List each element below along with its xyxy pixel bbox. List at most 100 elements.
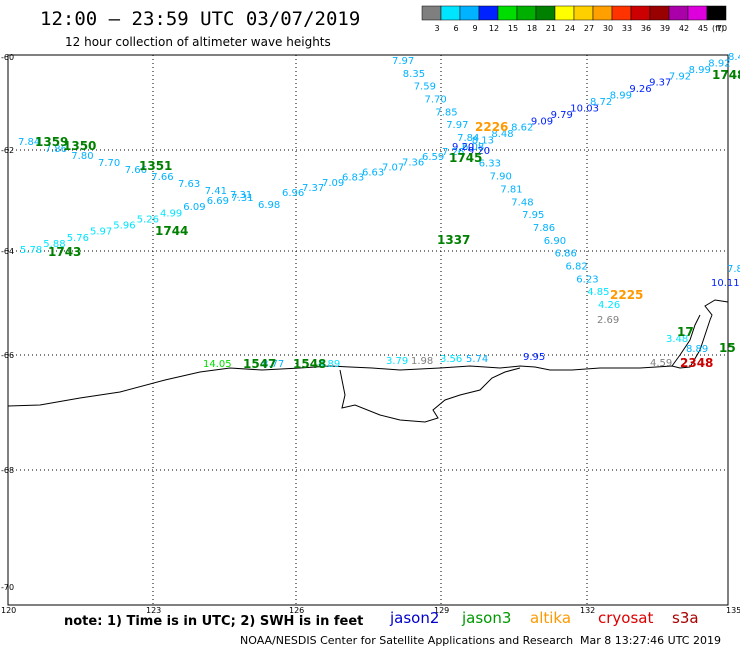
wave-label: 7.66	[125, 165, 147, 176]
sat-altika: altika	[530, 609, 571, 627]
wave-label: 5.88	[43, 239, 65, 250]
lon-label: 132	[580, 606, 595, 615]
wave-label: 4.99	[160, 208, 182, 219]
wave-label: 9.37	[649, 78, 671, 89]
wave-label: 7.26	[442, 147, 464, 158]
lon-label: 135	[726, 606, 740, 615]
wave-label: 8.99	[610, 91, 632, 102]
lon-label: 123	[146, 606, 161, 615]
wave-label: 5.74	[466, 354, 488, 365]
wave-height-labels: 7.84 7.86 7.80 7.70 7.66 7.66 7.63 7.417.31 6.98…	[18, 52, 740, 370]
legend-label: 21	[546, 24, 556, 33]
wave-label: 6.98	[258, 200, 280, 211]
wave-height-legend: 3 6 9 12 15 18 21 24 27 30 33 36 39 42 45 70	[421, 5, 727, 33]
time-label: 1337	[437, 233, 470, 247]
wave-label: 10.03	[570, 103, 599, 114]
wave-label: 7.07	[382, 162, 404, 173]
time-label: 1359	[35, 135, 68, 149]
wave-label: 5.97	[90, 227, 112, 238]
wave-label: 6.59	[422, 152, 444, 163]
map-frame	[7, 54, 729, 606]
wave-label: 7.81	[500, 184, 522, 195]
wave-label: 3.79	[386, 356, 408, 367]
wave-label: 1.98	[411, 356, 433, 367]
lat-label: -68	[1, 466, 14, 475]
time-label: 15	[719, 341, 736, 355]
coastline-peninsula	[671, 314, 701, 367]
wave-label: 6.63	[362, 168, 384, 179]
legend-label: 18	[527, 24, 537, 33]
lon-label: 126	[289, 606, 304, 615]
wave-label: 7.86	[533, 223, 555, 234]
sat-jason2: jason2	[389, 609, 439, 627]
legend-swatch	[478, 5, 499, 21]
wave-label: 5.26	[137, 214, 159, 225]
wave-label: 10.11	[711, 278, 740, 289]
wave-label: 7.95	[522, 210, 544, 221]
wave-label: 7.84	[18, 137, 40, 148]
wave-label: 6.33	[479, 159, 501, 170]
wave-label: 8.48	[491, 129, 513, 140]
wave-label: 7.92	[669, 71, 691, 82]
wave-label: 8.41	[728, 52, 740, 63]
wave-label: 7.31	[230, 190, 252, 201]
antarctic-coastline	[7, 299, 729, 407]
wave-label: 6.96	[282, 188, 304, 199]
wave-label: 5.96	[113, 221, 135, 232]
wave-label: 7.41	[205, 186, 227, 197]
wave-label: 7.70	[98, 158, 120, 169]
time-label: 1351	[139, 159, 172, 173]
legend-swatch	[421, 5, 442, 21]
sat-s3a: s3a	[672, 609, 699, 627]
legend-label: 12	[489, 24, 499, 33]
wave-label: 7.63	[178, 179, 200, 190]
wave-label: 7.8	[727, 264, 740, 275]
wave-label: 7.86	[45, 144, 67, 155]
wave-label: 4.26	[598, 300, 620, 311]
legend-swatch	[668, 5, 689, 21]
wave-label: 7.97	[392, 56, 414, 67]
wave-label: 3.56	[440, 354, 462, 365]
legend-swatch	[611, 5, 632, 21]
wave-label: 8.35	[403, 69, 425, 80]
time-label: 1350	[63, 139, 96, 153]
time-label: 2226	[475, 120, 508, 134]
wave-label: 8.99	[689, 65, 711, 76]
legend-label: 45	[698, 24, 708, 33]
wave-label: 2.69	[597, 315, 619, 326]
wave-label: 7.80	[71, 151, 93, 162]
wave-label: 14.05	[203, 359, 232, 370]
wave-label: 8.72	[590, 97, 612, 108]
wave-label: 6.86	[555, 249, 577, 260]
time-label: 2225	[610, 288, 643, 302]
footer-note: note: 1) Time is in UTC; 2) SWH is in fe…	[64, 614, 363, 629]
legend-swatch	[516, 5, 537, 21]
legend-label: 3	[434, 24, 439, 33]
lat-label: -66	[1, 351, 14, 360]
lon-label: 120	[1, 606, 16, 615]
legend-swatch	[630, 5, 651, 21]
wave-label: 7.59	[414, 82, 436, 93]
lat-label: -62	[1, 146, 14, 155]
lon-label: 129	[434, 606, 449, 615]
lat-label: -60	[1, 53, 14, 62]
lat-label: -70	[1, 583, 14, 592]
lat-label: -64	[1, 247, 14, 256]
legend-label: 33	[622, 24, 632, 33]
wave-label: 5.76	[67, 233, 89, 244]
wave-label: 7.09	[322, 178, 344, 189]
legend-label: 6	[453, 24, 458, 33]
wave-label: 4.59	[650, 358, 672, 369]
page-title: 12:00 – 23:59 UTC 03/07/2019	[40, 8, 360, 30]
legend-label: 27	[584, 24, 594, 33]
wave-label: 8.89	[686, 344, 708, 355]
legend-swatch	[706, 5, 727, 21]
wave-label: 9.09	[531, 116, 553, 127]
footer-credit: NOAA/NESDIS Center for Satellite Applica…	[240, 634, 573, 647]
legend-label: 30	[603, 24, 613, 33]
page-subtitle: 12 hour collection of altimeter wave hei…	[65, 35, 331, 49]
wave-label: 4.89	[318, 359, 340, 370]
wave-label: 6.08	[462, 142, 484, 153]
wave-label: 6.83	[342, 173, 364, 184]
